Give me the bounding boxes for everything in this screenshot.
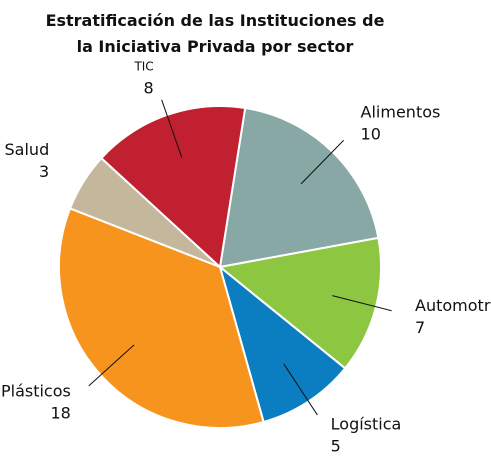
slice-value: 18: [50, 404, 70, 423]
slice-label: Automotriz: [415, 296, 491, 315]
slice-label: Logística: [331, 415, 402, 434]
slice-label: Salud: [5, 140, 50, 159]
slice-value: 8: [144, 78, 154, 97]
slice-value: 3: [39, 162, 49, 181]
chart-title: Estratificación de las Instituciones de …: [45, 11, 385, 56]
slice-label: TIC: [133, 59, 153, 73]
slice-value: 7: [415, 318, 425, 337]
leader-line: [88, 344, 135, 387]
leader-line: [300, 139, 345, 185]
slice-value: 10: [361, 124, 381, 143]
leader-line: [332, 295, 392, 312]
leader-line: [161, 99, 183, 158]
leader-line: [283, 363, 318, 416]
slice-label: Plásticos: [1, 382, 71, 401]
slice-label: Alimentos: [361, 102, 441, 121]
slice-value: 5: [331, 437, 341, 456]
